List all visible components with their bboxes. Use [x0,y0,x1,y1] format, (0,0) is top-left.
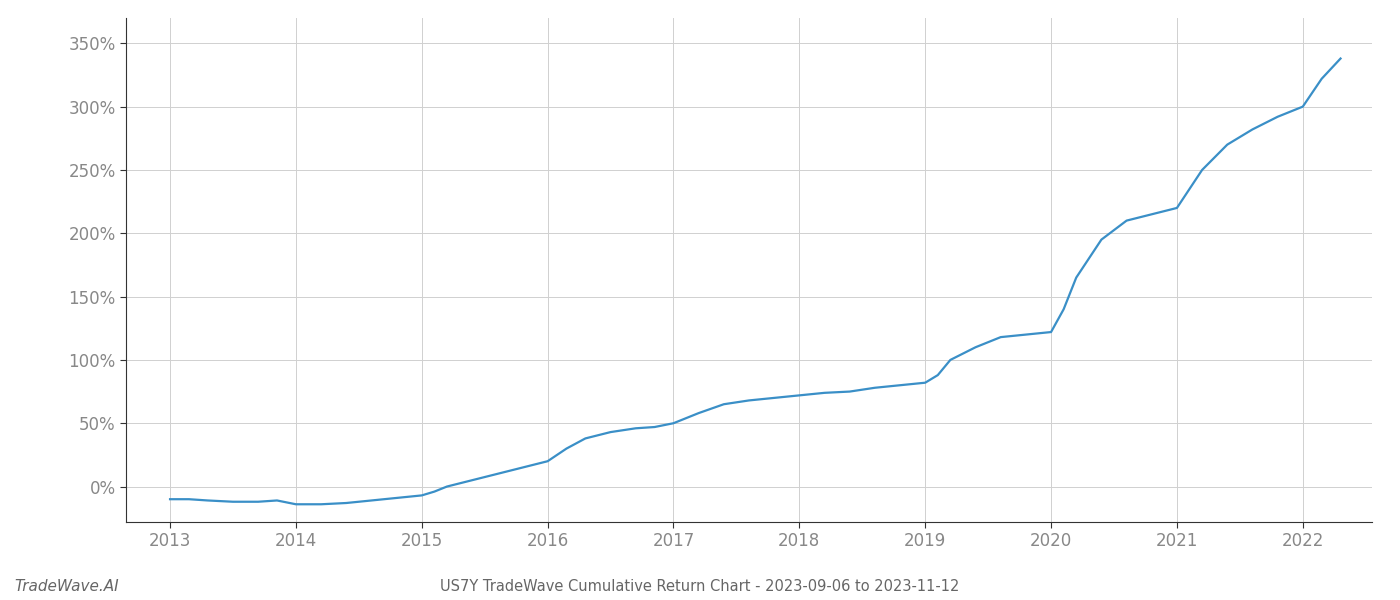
Text: US7Y TradeWave Cumulative Return Chart - 2023-09-06 to 2023-11-12: US7Y TradeWave Cumulative Return Chart -… [441,579,959,594]
Text: TradeWave.AI: TradeWave.AI [14,579,119,594]
